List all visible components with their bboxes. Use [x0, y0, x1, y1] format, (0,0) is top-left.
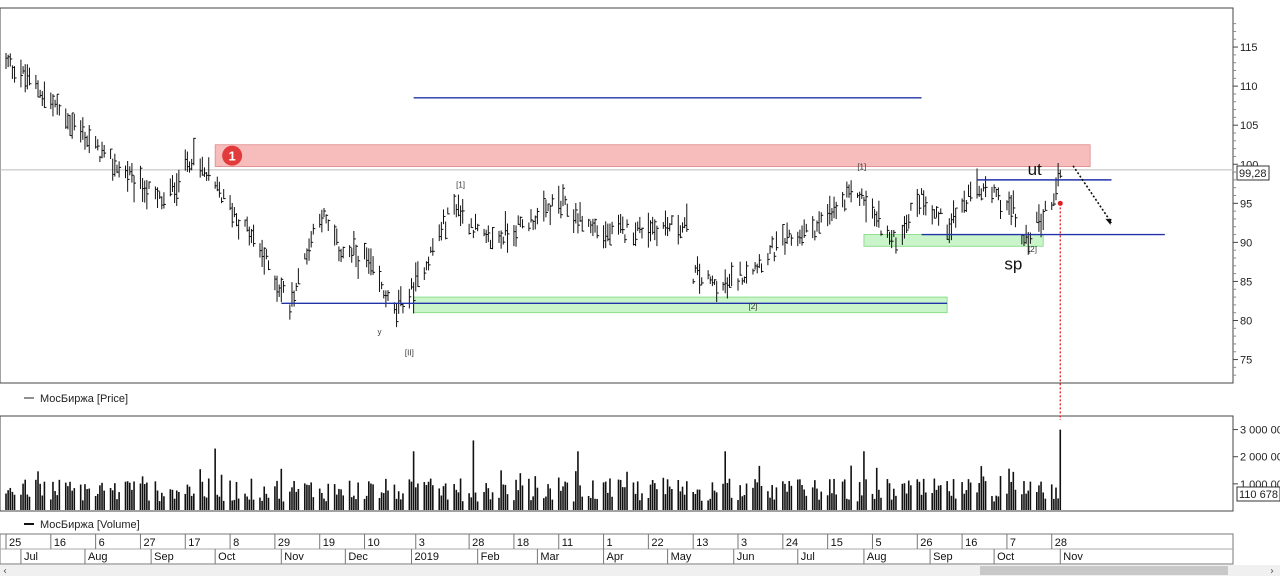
price-bars [5, 53, 1063, 328]
day-label: 1 [607, 537, 613, 549]
month-label: Dec [348, 551, 368, 563]
projection-arrow-head [1105, 218, 1112, 225]
date-axis-months: Jul Aug Sep Oct Nov Dec 2019 Feb Mar Apr May Jun Jul… [20, 549, 1083, 564]
last-volume-box [1236, 486, 1280, 502]
last-volume-label: 110 678 [1239, 489, 1278, 501]
day-label: 16 [54, 537, 66, 549]
day-label: 15 [831, 537, 843, 549]
price-tick-label: 75 [1240, 355, 1252, 367]
wave-label: y [377, 328, 381, 337]
trend-lines [281, 97, 1165, 305]
month-label: Apr [607, 551, 624, 563]
scroll-left-icon[interactable]: ‹ [3, 566, 7, 576]
day-label: 3 [419, 537, 425, 549]
wave-label: [2] [1028, 245, 1037, 254]
volume-bars [5, 429, 1062, 510]
wave-label: [II] [405, 349, 414, 358]
day-label: 8 [233, 537, 239, 549]
day-label: 10 [368, 537, 380, 549]
price-tick-label: 115 [1240, 42, 1258, 54]
day-label: 17 [188, 537, 200, 549]
last-price-box [1236, 165, 1270, 181]
month-label: Aug [88, 551, 108, 563]
resistance-zone [214, 144, 1091, 167]
wave-label: sp [1004, 255, 1022, 274]
month-label: Nov [1063, 551, 1083, 563]
price-tick-label: 80 [1240, 316, 1252, 328]
scroll-right-icon[interactable]: › [1270, 566, 1274, 576]
date-axis-days: 25 16 6 27 17 8 29 19 10 3 28 18 11 1 22 13 3 24 15 5 26 16 7 2… [5, 534, 1067, 549]
month-label: Feb [481, 551, 500, 563]
price-legend-label: МосБиржа [Price] [40, 393, 128, 405]
day-label: 13 [696, 537, 708, 549]
day-label: 25 [9, 537, 21, 549]
month-label: Mar [540, 551, 559, 563]
price-annotations: ut sp [1] [1] [2] [2] y [II] [377, 160, 1113, 358]
day-label: 28 [1055, 537, 1067, 549]
day-label: 18 [517, 537, 529, 549]
volume-legend-label: МосБиржа [Volume] [40, 519, 140, 531]
day-label: 16 [965, 537, 977, 549]
price-tick-label: 90 [1240, 237, 1252, 249]
wave-label: [1] [456, 181, 465, 190]
month-label: Jul [801, 551, 815, 563]
day-label: 3 [741, 537, 747, 549]
wave-label: [1] [857, 163, 866, 172]
day-label: 24 [786, 537, 798, 549]
volume-tick-label: 2 000 00 [1240, 452, 1280, 464]
price-zones: 1 [214, 144, 1091, 314]
price-tick-label: 110 [1240, 81, 1258, 93]
month-label: Jun [737, 551, 755, 563]
last-price-label: 99,28 [1239, 168, 1267, 180]
horizontal-scrollbar[interactable] [0, 565, 1280, 576]
month-label: Oct [997, 551, 1014, 563]
price-tick-label: 95 [1240, 198, 1252, 210]
price-tick-label: 85 [1240, 276, 1252, 288]
volume-tick-label: 3 000 00 [1240, 425, 1280, 437]
volume-axis: 1 000 002 000 003 000 00 [1233, 425, 1280, 491]
month-label: Sep [154, 551, 174, 563]
month-label: Nov [284, 551, 304, 563]
wave-label: ut [1028, 160, 1042, 179]
zone-marker-circle [222, 145, 243, 166]
projection-arrow [1072, 165, 1113, 224]
month-label: Jul [24, 551, 38, 563]
wave-label: [2] [748, 302, 757, 311]
day-label: 22 [651, 537, 663, 549]
month-label: 2019 [414, 551, 438, 563]
day-label: 28 [472, 537, 484, 549]
month-label: May [671, 551, 692, 563]
price-tick-label: 105 [1240, 120, 1258, 132]
scrollbar-thumb[interactable] [980, 566, 1228, 575]
day-label: 5 [875, 537, 881, 549]
price-panel [0, 7, 1234, 384]
day-label: 26 [920, 537, 932, 549]
day-label: 11 [562, 537, 573, 549]
day-label: 27 [143, 537, 155, 549]
day-label: 19 [323, 537, 335, 549]
day-label: 29 [278, 537, 290, 549]
support-zone [413, 296, 948, 314]
day-label: 7 [1010, 537, 1016, 549]
month-label: Oct [218, 551, 235, 563]
support-zone [863, 234, 1044, 247]
zone-marker-label: 1 [229, 149, 236, 164]
month-label: Sep [933, 551, 953, 563]
day-label: 6 [99, 537, 105, 549]
month-label: Aug [867, 551, 887, 563]
